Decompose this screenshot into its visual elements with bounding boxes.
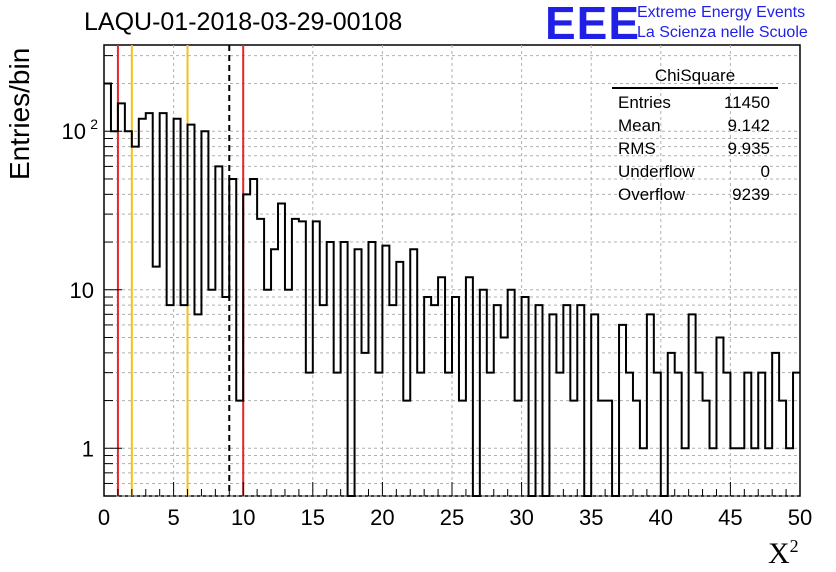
y-tick-label: 1 (82, 436, 94, 461)
x-tick-label: 40 (649, 505, 673, 530)
stats-title: ChiSquare (612, 66, 778, 89)
stats-label: Overflow (618, 185, 686, 204)
stats-label: Underflow (618, 162, 695, 181)
x-axis-label-base: X (768, 537, 790, 570)
x-tick-label: 50 (788, 505, 812, 530)
x-tick-label: 5 (167, 505, 179, 530)
stats-value: 9239 (732, 185, 770, 204)
x-axis-label: X2 (768, 536, 799, 571)
x-tick-label: 10 (231, 505, 255, 530)
stats-value: 0 (760, 162, 770, 181)
logo-line-2: La Scienza nelle Scuole (637, 24, 808, 41)
axis-ticks (103, 55, 801, 497)
y-tick-label: 10 (62, 119, 86, 144)
histogram-series (104, 82, 800, 497)
stats-box: ChiSquare Entries 11450 Mean 9.142 RMS 9.93… (612, 66, 778, 206)
x-tick-label: 30 (509, 505, 533, 530)
x-tick-label: 25 (440, 505, 464, 530)
stats-label: RMS (618, 139, 656, 158)
grid (104, 45, 800, 497)
stats-row-rms: RMS 9.935 (612, 137, 778, 160)
x-tick-label: 45 (718, 505, 742, 530)
x-tick-label: 20 (370, 505, 394, 530)
stats-label: Entries (618, 93, 671, 112)
stats-row-mean: Mean 9.142 (612, 114, 778, 137)
stats-row-entries: Entries 11450 (612, 91, 778, 114)
y-tick-label-exponent: 2 (90, 116, 98, 132)
stats-value: 9.142 (727, 116, 770, 135)
x-tick-label: 35 (579, 505, 603, 530)
x-tick-label: 0 (98, 505, 110, 530)
x-tick-label: 15 (301, 505, 325, 530)
stats-value: 11450 (723, 93, 770, 112)
eee-logo: EEE (545, 0, 641, 49)
y-axis-label: Entries/bin (4, 47, 35, 180)
y-tick-label: 10 (70, 278, 94, 303)
stats-label: Mean (618, 116, 661, 135)
x-axis-label-sup: 2 (789, 536, 799, 556)
stats-row-underflow: Underflow 0 (612, 160, 778, 183)
stats-row-overflow: Overflow 9239 (612, 183, 778, 206)
chart-title: LAQU-01-2018-03-29-00108 (84, 8, 403, 36)
stats-value: 9.935 (727, 139, 770, 158)
logo-line-1: Extreme Energy Events (637, 4, 806, 21)
